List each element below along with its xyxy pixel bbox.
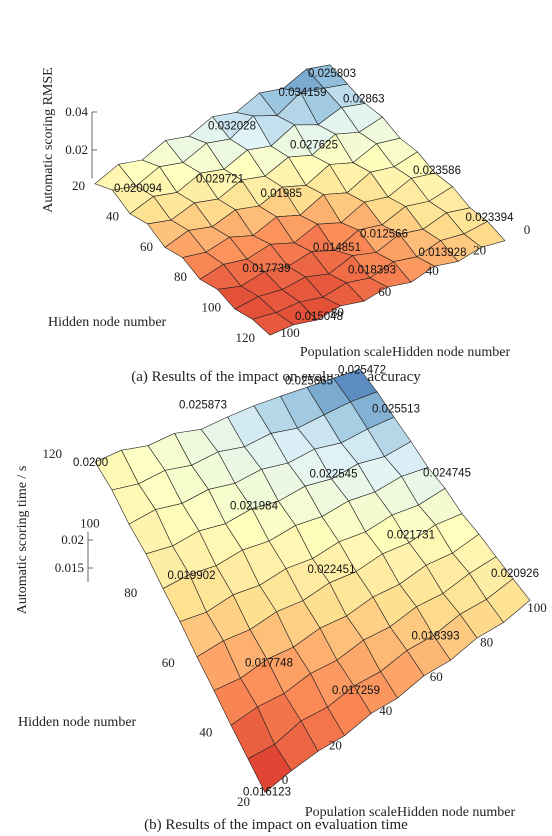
annotation: 0.016123 (243, 787, 291, 799)
annotation: 0.029721 (196, 174, 244, 186)
y-tick-label: 100 (80, 516, 100, 531)
z-tick-label: 0.04 (65, 104, 88, 119)
y-tick-label: 40 (106, 208, 119, 223)
surface-patch (251, 312, 295, 336)
annotation: 0.034159 (279, 87, 327, 99)
annotation: 0.023394 (466, 212, 515, 224)
annotation: 0.014851 (313, 242, 361, 254)
annotation: 0.017748 (245, 657, 293, 669)
annotation: 0.0200 (73, 457, 108, 469)
annotation: 0.01985 (261, 188, 303, 200)
x-axis-title: Population scaleHidden node number (300, 345, 511, 360)
x-tick-label: 20 (329, 738, 342, 753)
x-tick-label: 40 (426, 263, 439, 278)
annotation: 0.018393 (348, 265, 396, 277)
z-axis-title: Automatic scoring RMSE (41, 67, 56, 212)
annotation: 0.020094 (114, 183, 163, 195)
x-tick-label: 0 (282, 772, 289, 787)
annotation: 0.02863 (343, 93, 385, 105)
x-tick-label: 40 (379, 703, 392, 718)
z-tick-label: 0.02 (61, 532, 84, 547)
y-axis-title: Hidden node number (48, 315, 167, 330)
x-axis-title: Population scaleHidden node number (305, 805, 516, 820)
annotation: 0.025803 (308, 68, 356, 80)
y-tick-label: 120 (236, 330, 256, 345)
x-tick-label: 80 (480, 634, 493, 649)
annotation: 0.025873 (179, 399, 227, 411)
x-tick-label: 80 (331, 304, 344, 319)
z-tick-label: 0.02 (65, 142, 88, 157)
annotation: 0.024745 (423, 467, 471, 479)
z-axis-title: Automatic scoring time / s (15, 466, 30, 615)
y-tick-label: 20 (237, 794, 250, 809)
x-tick-label: 60 (430, 669, 443, 684)
annotation: 0.021731 (387, 530, 435, 542)
y-tick-label: 60 (162, 655, 175, 670)
annotation: 0.020926 (491, 568, 539, 580)
x-tick-label: 100 (527, 600, 547, 615)
annotation: 0.021984 (230, 500, 279, 512)
y-tick-label: 80 (124, 585, 137, 600)
annotation: 0.017739 (243, 263, 291, 275)
annotation: 0.025665 (285, 376, 333, 388)
annotation: 0.013928 (419, 247, 467, 259)
x-tick-label: 100 (280, 325, 300, 340)
annotation: 0.023586 (413, 165, 461, 177)
annotation: 0.022451 (308, 564, 356, 576)
x-tick-label: 0 (524, 222, 531, 237)
annotation: 0.015048 (295, 311, 343, 323)
surface-patch (247, 743, 292, 793)
annotation: 0.018393 (412, 630, 460, 642)
annotation: 0.025513 (372, 404, 420, 416)
y-axis-title: Hidden node number (18, 715, 137, 730)
y-tick-label: 120 (43, 446, 63, 461)
annotation: 0.025472 (338, 364, 386, 376)
caption: (b) Results of the impact on evaluation … (144, 817, 408, 833)
annotation: 0.012566 (360, 228, 408, 240)
annotation: 0.017259 (332, 685, 380, 697)
annotation: 0.032028 (208, 121, 256, 133)
annotation: 0.027625 (290, 139, 338, 151)
z-tick-label: 0.015 (55, 560, 84, 575)
annotation: 0.022545 (310, 469, 358, 481)
annotation: 0.019902 (168, 570, 216, 582)
y-tick-label: 80 (174, 269, 187, 284)
y-tick-label: 100 (202, 300, 222, 315)
y-tick-label: 60 (140, 239, 153, 254)
y-tick-label: 20 (72, 178, 85, 193)
x-tick-label: 60 (378, 284, 391, 299)
y-tick-label: 40 (199, 724, 212, 739)
x-tick-label: 20 (473, 243, 486, 258)
